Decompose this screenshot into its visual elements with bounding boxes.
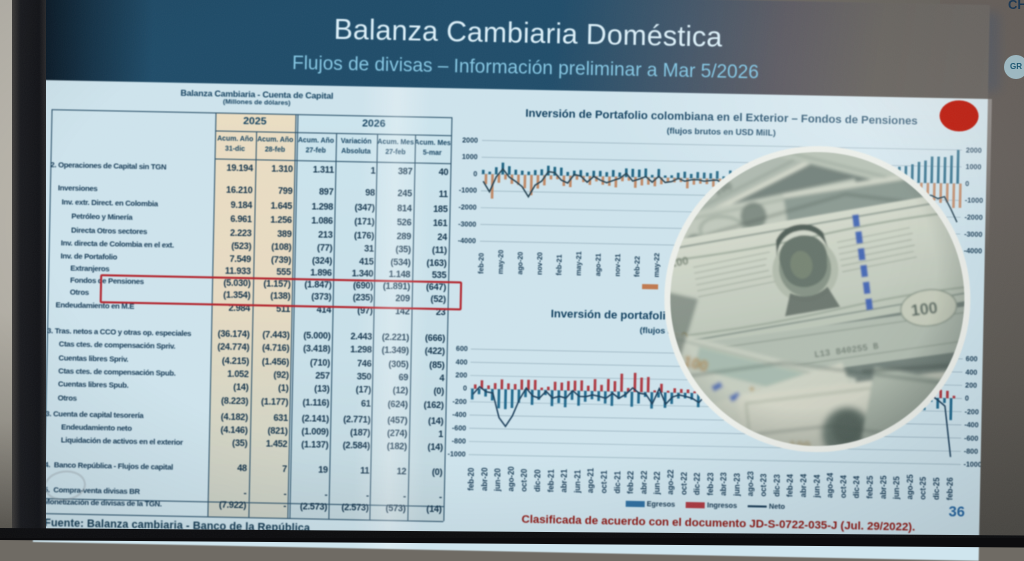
svg-text:abr-25: abr-25	[879, 475, 888, 499]
svg-text:feb-20: feb-20	[477, 253, 485, 274]
svg-text:oct-21: oct-21	[599, 470, 608, 494]
svg-text:dic-21: dic-21	[613, 470, 622, 493]
svg-text:400: 400	[456, 358, 468, 366]
svg-text:ago-21: ago-21	[594, 253, 602, 276]
svg-text:jun-20: jun-20	[493, 467, 502, 492]
svg-text:feb-25: feb-25	[865, 475, 874, 499]
svg-text:abr-24: abr-24	[799, 473, 808, 497]
svg-text:oct-23: oct-23	[759, 473, 768, 497]
svg-text:-1000: -1000	[963, 461, 981, 469]
svg-text:feb-23: feb-23	[706, 472, 715, 496]
svg-text:feb-24: feb-24	[786, 473, 795, 497]
svg-text:abr-22: abr-22	[639, 470, 648, 494]
svg-text:nov-21: nov-21	[614, 254, 622, 277]
svg-text:dic-23: dic-23	[772, 474, 781, 497]
svg-text:-3000: -3000	[458, 220, 476, 228]
svg-text:jun-25: jun-25	[892, 476, 901, 501]
svg-text:-2000: -2000	[458, 203, 476, 211]
svg-text:ago-25: ago-25	[905, 474, 915, 500]
svg-text:feb-22: feb-22	[633, 256, 641, 277]
svg-text:200: 200	[455, 371, 467, 379]
svg-text:-600: -600	[452, 424, 466, 432]
svg-text:feb-26: feb-26	[945, 477, 954, 501]
svg-text:may-20: may-20	[497, 250, 505, 275]
svg-text:jun-21: jun-21	[573, 469, 582, 494]
svg-text:dic-25: dic-25	[932, 477, 941, 500]
svg-text:oct-25: oct-25	[919, 476, 928, 500]
svg-text:ago-20: ago-20	[516, 252, 524, 275]
svg-text:dic-20: dic-20	[533, 469, 542, 492]
svg-text:feb-21: feb-21	[546, 469, 555, 493]
svg-text:600: 600	[456, 345, 468, 353]
svg-text:ago-23: ago-23	[746, 470, 756, 496]
svg-text:abr-21: abr-21	[560, 468, 569, 492]
svg-text:2000: 2000	[462, 136, 478, 144]
svg-text:oct-22: oct-22	[679, 471, 688, 495]
svg-text:jun-22: jun-22	[653, 471, 662, 496]
svg-text:oct-20: oct-20	[520, 468, 529, 492]
svg-text:ago-22: ago-22	[666, 469, 676, 495]
svg-text:abr-23: abr-23	[719, 472, 728, 496]
svg-text:feb-20: feb-20	[466, 467, 475, 491]
svg-text:-400: -400	[452, 411, 466, 419]
svg-text:-1000: -1000	[447, 450, 465, 458]
svg-text:ago-21: ago-21	[586, 467, 596, 493]
svg-text:dic-24: dic-24	[852, 475, 861, 498]
svg-text:may-21: may-21	[575, 251, 583, 276]
svg-text:0: 0	[463, 385, 467, 393]
svg-text:0: 0	[473, 170, 477, 178]
svg-text:-800: -800	[452, 437, 466, 445]
svg-text:oct-24: oct-24	[839, 474, 848, 498]
svg-text:1000: 1000	[462, 153, 478, 161]
svg-text:feb-22: feb-22	[626, 470, 635, 494]
svg-text:nov-20: nov-20	[536, 252, 544, 275]
svg-text:ago-20: ago-20	[506, 466, 516, 492]
svg-text:jun-23: jun-23	[732, 472, 741, 497]
svg-text:abr-20: abr-20	[480, 467, 489, 491]
svg-text:feb-21: feb-21	[555, 254, 563, 275]
svg-text:ago-24: ago-24	[825, 472, 835, 498]
svg-text:-4000: -4000	[458, 237, 476, 245]
svg-text:dic-22: dic-22	[693, 472, 702, 495]
svg-text:may-22: may-22	[653, 253, 661, 278]
svg-text:jun-24: jun-24	[812, 474, 821, 499]
svg-text:-1000: -1000	[459, 187, 477, 195]
svg-text:-200: -200	[452, 398, 466, 406]
